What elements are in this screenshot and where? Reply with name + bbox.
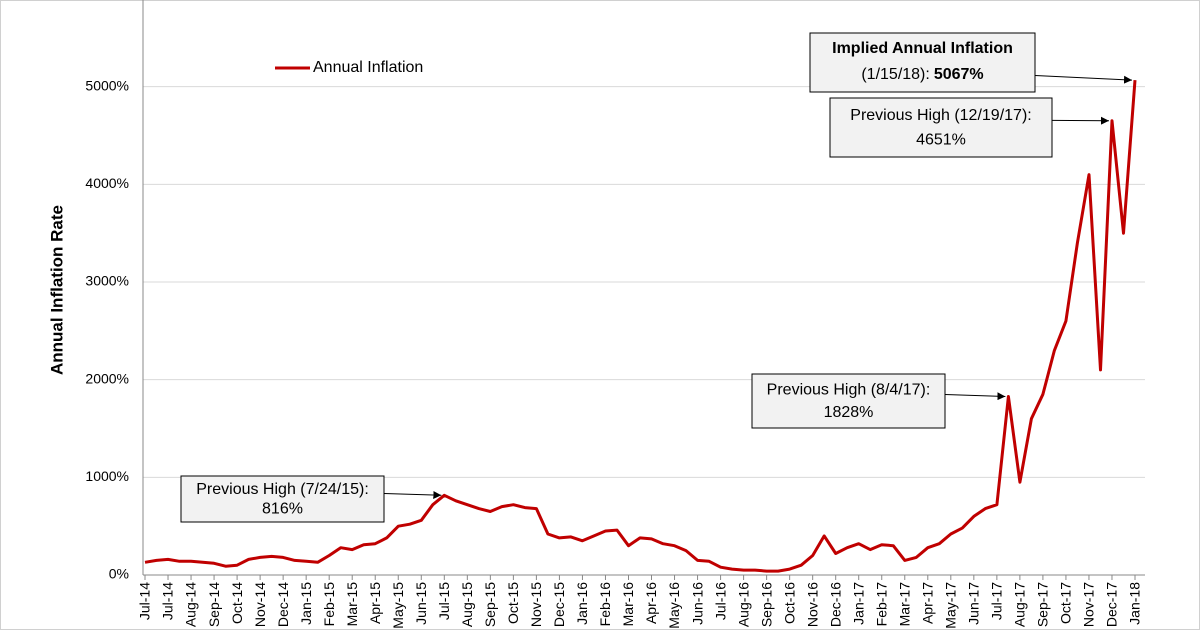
annotation-box	[180, 475, 385, 523]
annotation-label: Previous High (7/24/15):	[196, 481, 369, 498]
annotation-arrow	[944, 392, 1006, 401]
annotation-arrow	[383, 491, 442, 500]
x-tick-label: Apr-17	[919, 582, 935, 624]
annotation-label: Previous High (12/19/17):	[850, 107, 1031, 124]
x-tick-label: Dec-15	[551, 582, 567, 627]
x-tick-label: Aug-16	[735, 582, 751, 627]
x-tick-label: Feb-17	[873, 582, 889, 627]
x-tick-label: Aug-17	[1012, 582, 1028, 627]
x-tick-label: Jul-14	[160, 582, 176, 620]
x-tick-label: Oct-17	[1058, 582, 1074, 624]
annotation-value: 5067%	[934, 66, 984, 83]
x-tick-label: Nov-17	[1081, 582, 1097, 627]
x-tick-label: Apr-16	[643, 582, 659, 624]
annotation-label: (1/15/18):	[861, 66, 929, 83]
x-tick-label: Feb-15	[321, 582, 337, 627]
annotation-value: 1828%	[824, 404, 874, 421]
annotation-text: (1/15/18): 5067%	[861, 66, 983, 83]
y-tick-label: 2000%	[85, 370, 129, 386]
annotation-arrow	[1034, 74, 1133, 84]
x-tick-label: Jul-17	[989, 582, 1005, 620]
y-tick-label: 0%	[109, 566, 129, 582]
x-tick-label: Jun-17	[966, 582, 982, 625]
x-tick-label: Apr-15	[367, 582, 383, 624]
x-tick-label: Oct-15	[505, 582, 521, 624]
x-tick-label: Jan-15	[298, 582, 314, 625]
x-tick-label: Jul-16	[712, 582, 728, 620]
x-tick-label: Sep-17	[1035, 582, 1051, 627]
x-tick-label: Jun-15	[413, 582, 429, 625]
x-tick-label: May-15	[390, 582, 406, 629]
x-tick-label: Sep-15	[482, 582, 498, 627]
y-axis-title: Annual Inflation Rate	[47, 205, 66, 375]
x-tick-label: Dec-17	[1104, 582, 1120, 627]
annotation-value: 4651%	[916, 132, 966, 149]
y-tick-label: 5000%	[85, 77, 129, 93]
annotation-value: 816%	[262, 500, 303, 517]
x-tick-label: Feb-16	[597, 582, 613, 627]
legend-label: Annual Inflation	[313, 59, 423, 76]
y-tick-label: 4000%	[85, 175, 129, 191]
x-tick-label: Dec-16	[827, 582, 843, 627]
x-tick-label: May-16	[666, 582, 682, 629]
data-line	[144, 79, 1137, 573]
annotation-box	[751, 373, 946, 429]
x-tick-label: Mar-16	[620, 582, 636, 627]
x-tick-label: Oct-14	[229, 582, 245, 624]
x-tick-label: Jul-15	[436, 582, 452, 620]
x-tick-label: May-17	[943, 582, 959, 629]
x-tick-label: Nov-15	[528, 582, 544, 627]
x-tick-label: Mar-15	[344, 582, 360, 627]
annotation-label: Previous High (8/4/17):	[767, 381, 931, 398]
x-tick-label: Nov-14	[252, 582, 268, 627]
x-tick-label: Dec-14	[275, 582, 291, 627]
annotation-title: Implied Annual Inflation	[832, 40, 1013, 57]
x-tick-label: Jan-18	[1127, 582, 1143, 625]
x-tick-label: Aug-15	[459, 582, 475, 627]
x-tick-label: Sep-16	[758, 582, 774, 627]
annotation-box	[809, 32, 1036, 93]
annotation-box	[829, 97, 1053, 158]
x-tick-label: Nov-16	[804, 582, 820, 627]
x-tick-label: Jun-16	[689, 582, 705, 625]
x-tick-label: Jan-17	[850, 582, 866, 625]
x-tick-label: Jan-16	[574, 582, 590, 625]
x-tick-label: Aug-14	[183, 582, 199, 627]
y-tick-label: 3000%	[85, 273, 129, 289]
x-tick-label: Jul-14	[137, 582, 153, 620]
x-tick-label: Mar-17	[896, 582, 912, 627]
x-tick-label: Oct-16	[781, 582, 797, 624]
y-tick-label: 1000%	[85, 468, 129, 484]
x-tick-label: Sep-14	[206, 582, 222, 627]
